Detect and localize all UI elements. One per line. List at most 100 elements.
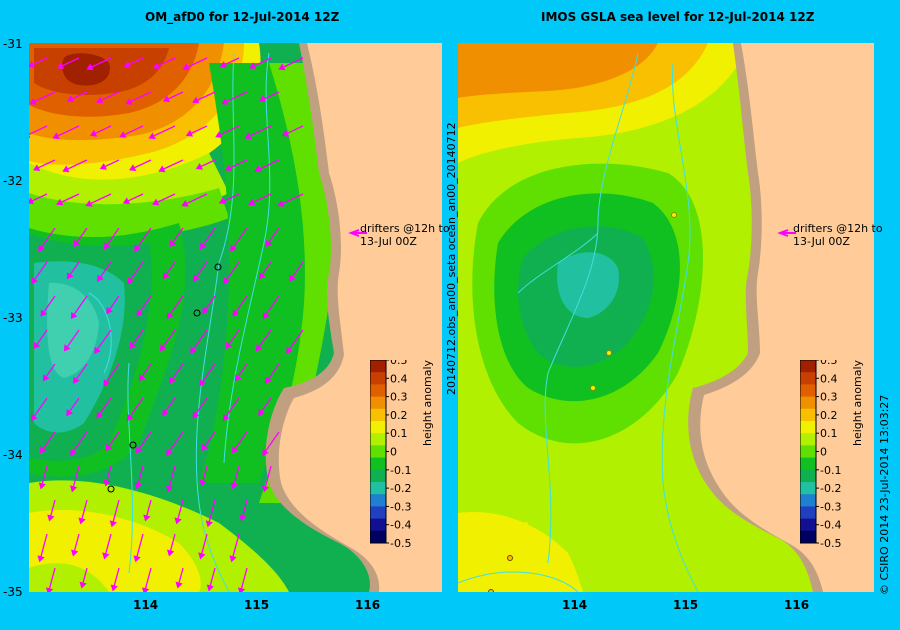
current-vector-head <box>122 197 131 205</box>
colorbar-swatch <box>370 469 386 483</box>
footer-credit: © CSIRO 2014 23-Jul-2014 13:03:27 <box>878 394 891 595</box>
current-vector-head <box>73 376 80 384</box>
colorbar-tick-label: 0.2 <box>390 409 408 422</box>
current-vector-head <box>148 132 156 140</box>
current-vector-head <box>57 62 65 70</box>
lon-tick: 115 <box>244 598 270 612</box>
colorbar-tick-label: 0.1 <box>390 427 408 440</box>
current-vector-head <box>134 244 141 252</box>
current-vector-head <box>47 514 55 522</box>
current-vector-head <box>78 517 86 525</box>
current-vector-head <box>199 479 207 487</box>
current-vector-head <box>29 97 37 105</box>
current-vector-head <box>230 244 237 252</box>
current-vector-head <box>66 409 73 417</box>
colorbar-swatch <box>800 518 816 532</box>
current-vector-head <box>219 60 227 68</box>
current-vector-head <box>166 549 175 557</box>
colorbar-swatch <box>370 433 386 446</box>
lon-tick: 115 <box>673 598 699 612</box>
current-vector-head <box>103 379 110 387</box>
current-vector-head <box>265 239 273 248</box>
current-vector-head <box>29 197 35 205</box>
colorbar-swatch <box>800 421 816 434</box>
current-vector-head <box>45 587 54 592</box>
lat-tick: -33 <box>3 311 23 325</box>
colorbar-swatch <box>370 494 386 507</box>
colorbar-swatch <box>370 530 386 544</box>
colorbar-swatch <box>800 530 816 544</box>
current-vector-head <box>42 374 50 382</box>
lon-tick: 114 <box>133 598 159 612</box>
colorbar-tick-label: -0.2 <box>390 482 411 495</box>
current-vector-head <box>85 199 93 207</box>
right-panel-title: IMOS GSLA sea level for 12-Jul-2014 12Z <box>541 10 815 24</box>
current-vector-head <box>33 164 41 172</box>
current-vector-head <box>166 448 173 456</box>
current-vector-head <box>152 198 160 206</box>
current-vector-head <box>206 584 214 592</box>
current-vector-head <box>193 274 200 282</box>
left-drifter-note: drifters @12h to 13-Jul 00Z <box>360 222 450 248</box>
current-vector-head <box>175 581 183 589</box>
current-vector-head <box>192 96 200 104</box>
current-vector-head <box>232 309 240 317</box>
colorbar-swatch <box>370 445 386 459</box>
current-vector-head <box>135 446 143 454</box>
side-label: 20140712.obs_an00_seta ocean_an00_201407… <box>445 122 458 395</box>
current-vector-head <box>37 555 45 563</box>
current-vector-head <box>73 239 81 248</box>
current-vector-head <box>258 409 265 417</box>
current-vector-head <box>221 97 229 105</box>
colorbar-swatch <box>800 372 816 385</box>
lat-tick: -31 <box>3 37 23 51</box>
colorbar-tick-label: 0 <box>820 446 827 459</box>
current-vector-head <box>254 165 262 173</box>
current-vector-head <box>66 272 74 280</box>
colorbar-tick-label: -0.5 <box>820 537 841 550</box>
colorbar-tick-label: 0.3 <box>820 391 838 404</box>
colorbar-tick-label: 0.4 <box>820 372 838 385</box>
current-vector-head <box>215 131 223 138</box>
current-vector-head <box>255 344 263 352</box>
current-vector-head <box>174 517 182 525</box>
colorbar-tick-label: 0.2 <box>820 409 838 422</box>
current-vector-head <box>96 96 104 104</box>
current-vector-head <box>30 413 38 422</box>
colorbar-swatch <box>800 494 816 507</box>
colorbar-tick-label: -0.3 <box>820 500 841 513</box>
current-vector-head <box>159 344 167 352</box>
current-vector-head <box>70 311 78 320</box>
current-vector-head <box>153 62 161 70</box>
current-vector-head <box>38 244 45 252</box>
current-vector-head <box>66 95 75 103</box>
current-vector-head <box>202 307 209 315</box>
current-vector-head <box>248 198 256 206</box>
current-vector-head <box>277 199 285 207</box>
current-vector-head <box>86 63 94 71</box>
current-vector-head <box>262 448 269 456</box>
observed-sea-level-map <box>458 43 874 592</box>
current-vector-head <box>105 443 113 452</box>
right-colorbar: 0.5 0.4 0.3 0.2 0.1 0 -0.1 -0.2 -0.3 -0.4 -0.5 hei… <box>800 360 864 550</box>
current-vector-head <box>244 132 252 140</box>
colorbar-swatch <box>800 506 816 520</box>
current-vector-head <box>182 63 190 71</box>
current-vector-head <box>281 129 290 137</box>
current-vector-head <box>185 129 194 137</box>
current-vector-head <box>129 164 137 172</box>
current-vector-head <box>96 411 104 419</box>
current-vector-head <box>201 443 209 452</box>
colorbar-swatch <box>370 396 386 410</box>
current-vector-head <box>69 485 78 493</box>
current-vector-head <box>249 62 257 70</box>
current-vector-head <box>62 165 70 173</box>
lon-tick: 116 <box>784 598 810 612</box>
current-vector-head <box>162 272 170 280</box>
right-drifter-note: drifters @12h to 13-Jul 00Z <box>793 222 883 248</box>
current-vector-head <box>127 277 134 285</box>
current-vector-head <box>192 411 200 419</box>
current-vector-head <box>126 413 134 422</box>
current-vector-head <box>70 549 79 557</box>
lat-tick: -35 <box>3 585 23 599</box>
